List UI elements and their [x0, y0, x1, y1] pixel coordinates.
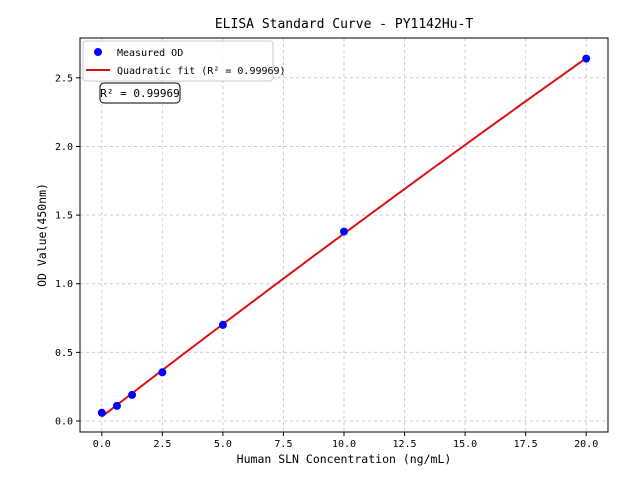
plot-frame — [79, 37, 609, 433]
legend-label-measured: Measured OD — [117, 48, 183, 59]
x-tick-label: 20.0 — [574, 439, 598, 450]
x-tick-label: 2.5 — [153, 439, 171, 450]
data-point — [97, 408, 106, 417]
y-tick-label: 1.0 — [55, 279, 73, 290]
r-squared-text: R² = 0.99969 — [100, 87, 179, 100]
legend-label-fit: Quadratic fit (R² = 0.99969) — [117, 66, 286, 77]
data-point — [128, 390, 137, 399]
data-point — [340, 227, 348, 236]
x-axis-label: Human SLN Concentration (ng/mL) — [237, 452, 452, 466]
legend-marker-measured — [94, 48, 102, 56]
x-tick-label: 10.0 — [332, 439, 356, 450]
y-tick-label: 2.0 — [55, 142, 73, 153]
y-tick-label: 2.5 — [55, 73, 73, 84]
x-tick-label: 15.0 — [453, 439, 477, 450]
data-point — [582, 54, 591, 63]
y-tick-label: 1.5 — [55, 211, 73, 222]
x-tick-label: 7.5 — [274, 439, 292, 450]
data-point — [158, 368, 167, 377]
r-squared-annotation: R² = 0.99969 — [99, 82, 181, 104]
data-point — [218, 320, 227, 329]
x-tick-label: 0.0 — [93, 439, 111, 450]
y-tick-label: 0.5 — [55, 348, 73, 359]
data-point — [112, 401, 121, 410]
x-tick-label: 17.5 — [514, 439, 538, 450]
legend: Measured OD Quadratic fit (R² = 0.99969) — [82, 40, 286, 82]
chart-title: ELISA Standard Curve - PY1142Hu-T — [215, 17, 473, 32]
y-axis-label: OD Value(450nm) — [35, 183, 49, 287]
x-tick-label: 12.5 — [393, 439, 417, 450]
x-tick-label: 5.0 — [214, 439, 232, 450]
y-tick-label: 0.0 — [55, 417, 73, 428]
